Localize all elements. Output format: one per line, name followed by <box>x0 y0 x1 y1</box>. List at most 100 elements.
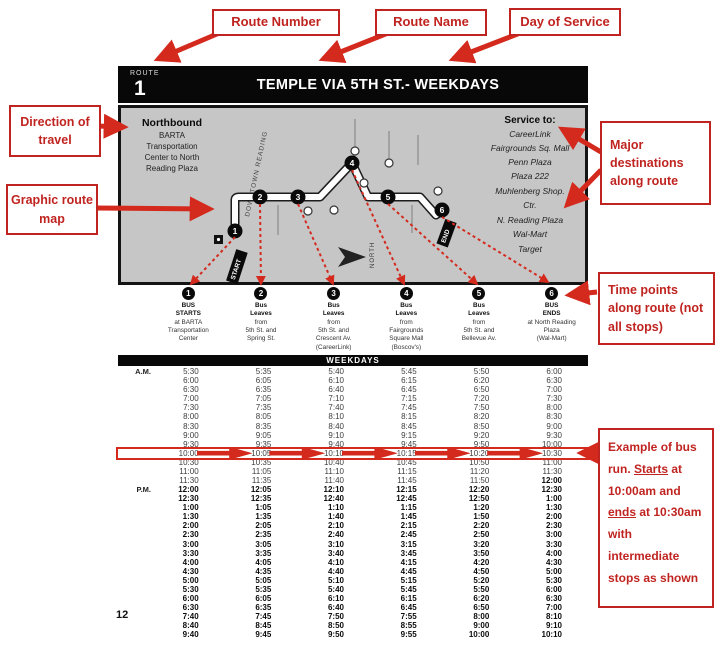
time-cell: 4:15 <box>400 557 417 567</box>
service-item: N. Reading Plaza <box>497 215 563 225</box>
time-cell: 10:35 <box>251 457 272 467</box>
time-cell: 9:00 <box>473 621 490 631</box>
timetable-row: A.M. 5:30 5:35 5:40 5:45 5:50 6:00 <box>118 367 588 376</box>
timepoint-description-line: (Boscov's) <box>391 343 422 351</box>
time-cell: 1:45 <box>400 512 417 522</box>
route-name-arrow <box>318 30 389 64</box>
time-cell: 12:30 <box>178 494 199 504</box>
time-cell: 12:30 <box>541 485 562 495</box>
timetable-row: 7:40 7:45 7:50 7:55 8:00 8:10 <box>118 612 588 621</box>
timepoint-number-badge: 4 <box>399 287 413 300</box>
time-cell: 2:40 <box>327 530 344 540</box>
example-text-segment: at <box>636 505 654 520</box>
timetable: A.M. 5:30 5:35 5:40 5:45 5:50 6:00 6:00 6:05 6:10… <box>118 367 588 639</box>
direction-of-travel-callout: Direction of travel <box>9 105 101 157</box>
time-cell: 9:00 <box>183 430 199 440</box>
time-cell: 4:50 <box>473 566 490 576</box>
time-cell: 6:50 <box>473 385 490 395</box>
time-cell: 8:00 <box>546 403 562 413</box>
timetable-row: 11:00 11:05 11:10 11:15 11:20 11:30 <box>118 467 588 476</box>
time-cell: 10:45 <box>396 457 417 467</box>
service-item: Penn Plaza <box>508 157 552 167</box>
time-cell: 4:10 <box>327 557 344 567</box>
time-cell: 11:15 <box>397 466 417 476</box>
time-cell: 4:00 <box>545 548 562 558</box>
time-cell: 2:30 <box>545 521 562 531</box>
time-cell: 5:30 <box>182 584 199 594</box>
time-cell: 10:00 <box>541 439 562 449</box>
map-timepoint-number: 1 <box>233 226 238 236</box>
timetable-row: 3:30 3:35 3:40 3:45 3:50 4:00 <box>118 549 588 558</box>
time-cell: 7:50 <box>327 612 344 622</box>
timepoint-description-line: Fairgrounds <box>389 326 424 334</box>
time-cell: 9:00 <box>546 421 562 431</box>
service-item: Fairgrounds Sq. Mall <box>491 143 571 153</box>
time-cell: 10:00 <box>178 448 199 458</box>
time-cell: 2:15 <box>400 521 417 531</box>
timetable-row: 8:40 8:45 8:50 8:55 9:00 9:10 <box>118 621 588 630</box>
time-cell: 8:40 <box>328 421 344 431</box>
time-cell: 5:00 <box>182 575 199 585</box>
time-cell: 3:50 <box>473 548 490 558</box>
timepoint-description-line: Bus <box>400 302 413 309</box>
time-cell: 7:40 <box>182 612 199 622</box>
timepoint-description-line: from <box>327 318 341 326</box>
time-cell: 1:00 <box>182 503 199 513</box>
time-cell: 9:05 <box>255 430 272 440</box>
time-cell: 8:45 <box>401 421 417 431</box>
timepoint-description-line: Bus <box>254 302 268 309</box>
timetable-row: 3:00 3:05 3:10 3:15 3:20 3:30 <box>118 539 588 549</box>
time-cell: 4:20 <box>473 557 490 567</box>
time-cell: 8:50 <box>327 621 344 631</box>
time-cell: 12:00 <box>178 485 199 495</box>
day-of-service-arrow <box>448 30 521 64</box>
timepoint-description-line: 5th St. and <box>463 326 495 334</box>
map-service-title: Service to: <box>504 115 555 126</box>
timepoint-description-line: Leaves <box>468 310 490 318</box>
timepoint-description-line: BUS <box>181 302 196 309</box>
timetable-row: 6:30 6:35 6:40 6:45 6:50 7:00 <box>118 385 588 394</box>
time-cell: 4:30 <box>545 557 562 567</box>
time-cell: 6:35 <box>255 603 272 613</box>
route-map-svg: Northbound BARTA Transportation Center t… <box>118 105 588 285</box>
time-cell: 2:45 <box>400 530 417 540</box>
time-cell: 7:30 <box>546 394 562 404</box>
timetable-row: 8:30 8:35 8:40 8:45 8:50 9:00 <box>118 421 588 431</box>
time-cell: 11:00 <box>542 457 562 467</box>
time-cell: 9:50 <box>473 439 490 449</box>
time-cell: 7:20 <box>473 394 490 404</box>
time-cell: 3:10 <box>327 539 344 549</box>
example-callout-text: Example of bus run. Starts at 10:00am an… <box>608 440 701 585</box>
time-cell: 12:45 <box>396 494 417 504</box>
time-cell: 6:10 <box>328 376 344 386</box>
time-cell: 11:30 <box>179 475 199 485</box>
time-cell: 3:30 <box>545 539 562 549</box>
timetable-row-highlighted: 10:00 10:05 10:10 10:15 10:20 10:30 <box>118 446 588 460</box>
graphic-map-callout-label: Graphic route map <box>11 193 93 226</box>
barta-stop-dot <box>216 237 221 242</box>
map-direction-line: Transportation <box>146 142 197 151</box>
time-cell: 2:00 <box>182 521 199 531</box>
time-cell: 6:00 <box>545 584 562 594</box>
service-item: Ctr. <box>523 200 536 210</box>
service-item: Wal-Mart <box>513 229 548 239</box>
time-cell: 5:50 <box>473 584 490 594</box>
time-cell: 7:15 <box>401 394 417 404</box>
route-name-callout: Route Name <box>375 9 487 36</box>
timetable-row: 2:30 2:35 2:40 2:45 2:50 3:00 <box>118 530 588 539</box>
time-cell: 6:30 <box>545 593 562 603</box>
route-name-callout-label: Route Name <box>393 14 469 30</box>
timepoint-description-line: Bellevue Av. <box>461 335 497 343</box>
example-text-segment: at <box>668 461 683 476</box>
time-cell: 6:00 <box>546 367 562 377</box>
time-cell: 6:15 <box>400 593 417 603</box>
timepoint-description-line: (Wal-Mart) <box>536 335 567 343</box>
time-cell: 5:30 <box>183 367 199 377</box>
timepoint-number-badge: 5 <box>472 287 486 300</box>
route-map: Northbound BARTA Transportation Center t… <box>118 105 588 285</box>
time-cell: 10:40 <box>323 457 344 467</box>
timepoint-description-line: 5th St. and <box>318 326 350 334</box>
major-destinations-callout-label: Major destinations along route <box>610 137 684 189</box>
time-cell: 11:10 <box>324 466 344 476</box>
example-text-segment: with intermediate stops as shown <box>608 527 699 585</box>
